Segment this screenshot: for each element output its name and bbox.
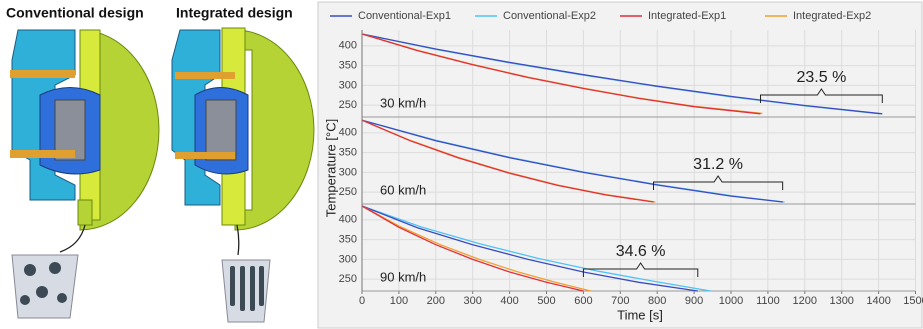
y-tick-label: 300 bbox=[339, 79, 357, 91]
annotation: 34.6 % bbox=[616, 243, 666, 260]
annotation: 23.5 % bbox=[796, 69, 846, 86]
illustration-title: Integrated design bbox=[176, 5, 293, 21]
y-tick-label: 250 bbox=[339, 99, 357, 111]
x-tick-label: 1400 bbox=[866, 295, 890, 307]
x-tick-label: 1200 bbox=[793, 295, 817, 307]
integrated-hub bbox=[172, 28, 314, 322]
x-tick-label: 1300 bbox=[829, 295, 853, 307]
figure: Conventional design Integrated design bbox=[0, 0, 923, 329]
x-tick-label: 600 bbox=[574, 295, 592, 307]
y-tick-label: 350 bbox=[339, 59, 357, 71]
conventional-hub bbox=[10, 30, 159, 318]
panel-label: 60 km/h bbox=[380, 182, 426, 197]
x-tick-label: 700 bbox=[611, 295, 629, 307]
y-axis-label: Temperature [°C] bbox=[323, 119, 338, 217]
x-tick-label: 0 bbox=[359, 295, 365, 307]
page: {"illustrations": {"titles": ["Conventio… bbox=[0, 0, 923, 329]
annotation: 31.2 % bbox=[693, 156, 743, 173]
x-tick-label: 900 bbox=[685, 295, 703, 307]
x-tick-label: 1500 bbox=[903, 295, 923, 307]
legend-label: Integrated-Exp2 bbox=[793, 10, 871, 22]
y-tick-label: 400 bbox=[339, 214, 357, 226]
y-tick-label: 350 bbox=[339, 233, 357, 245]
panel-label: 30 km/h bbox=[380, 95, 426, 110]
panel-label: 90 km/h bbox=[380, 269, 426, 284]
x-axis-label: Time [s] bbox=[617, 307, 663, 322]
x-tick-label: 400 bbox=[500, 295, 518, 307]
x-tick-label: 100 bbox=[390, 295, 408, 307]
legend-label: Integrated-Exp1 bbox=[648, 10, 726, 22]
y-tick-label: 250 bbox=[339, 186, 357, 198]
x-tick-label: 800 bbox=[648, 295, 666, 307]
y-tick-label: 350 bbox=[339, 146, 357, 158]
x-tick-label: 1000 bbox=[719, 295, 743, 307]
x-tick-label: 300 bbox=[464, 295, 482, 307]
illustrations: Conventional design Integrated design bbox=[6, 5, 314, 322]
y-tick-label: 300 bbox=[339, 253, 357, 265]
x-tick-label: 200 bbox=[427, 295, 445, 307]
legend-label: Conventional-Exp2 bbox=[503, 10, 596, 22]
y-tick-label: 300 bbox=[339, 166, 357, 178]
x-tick-label: 1100 bbox=[756, 295, 780, 307]
y-tick-label: 400 bbox=[339, 127, 357, 139]
y-tick-label: 250 bbox=[339, 273, 357, 285]
legend-label: Conventional-Exp1 bbox=[358, 10, 451, 22]
x-tick-label: 500 bbox=[537, 295, 555, 307]
y-tick-label: 400 bbox=[339, 40, 357, 52]
illustration-title: Conventional design bbox=[6, 5, 144, 21]
